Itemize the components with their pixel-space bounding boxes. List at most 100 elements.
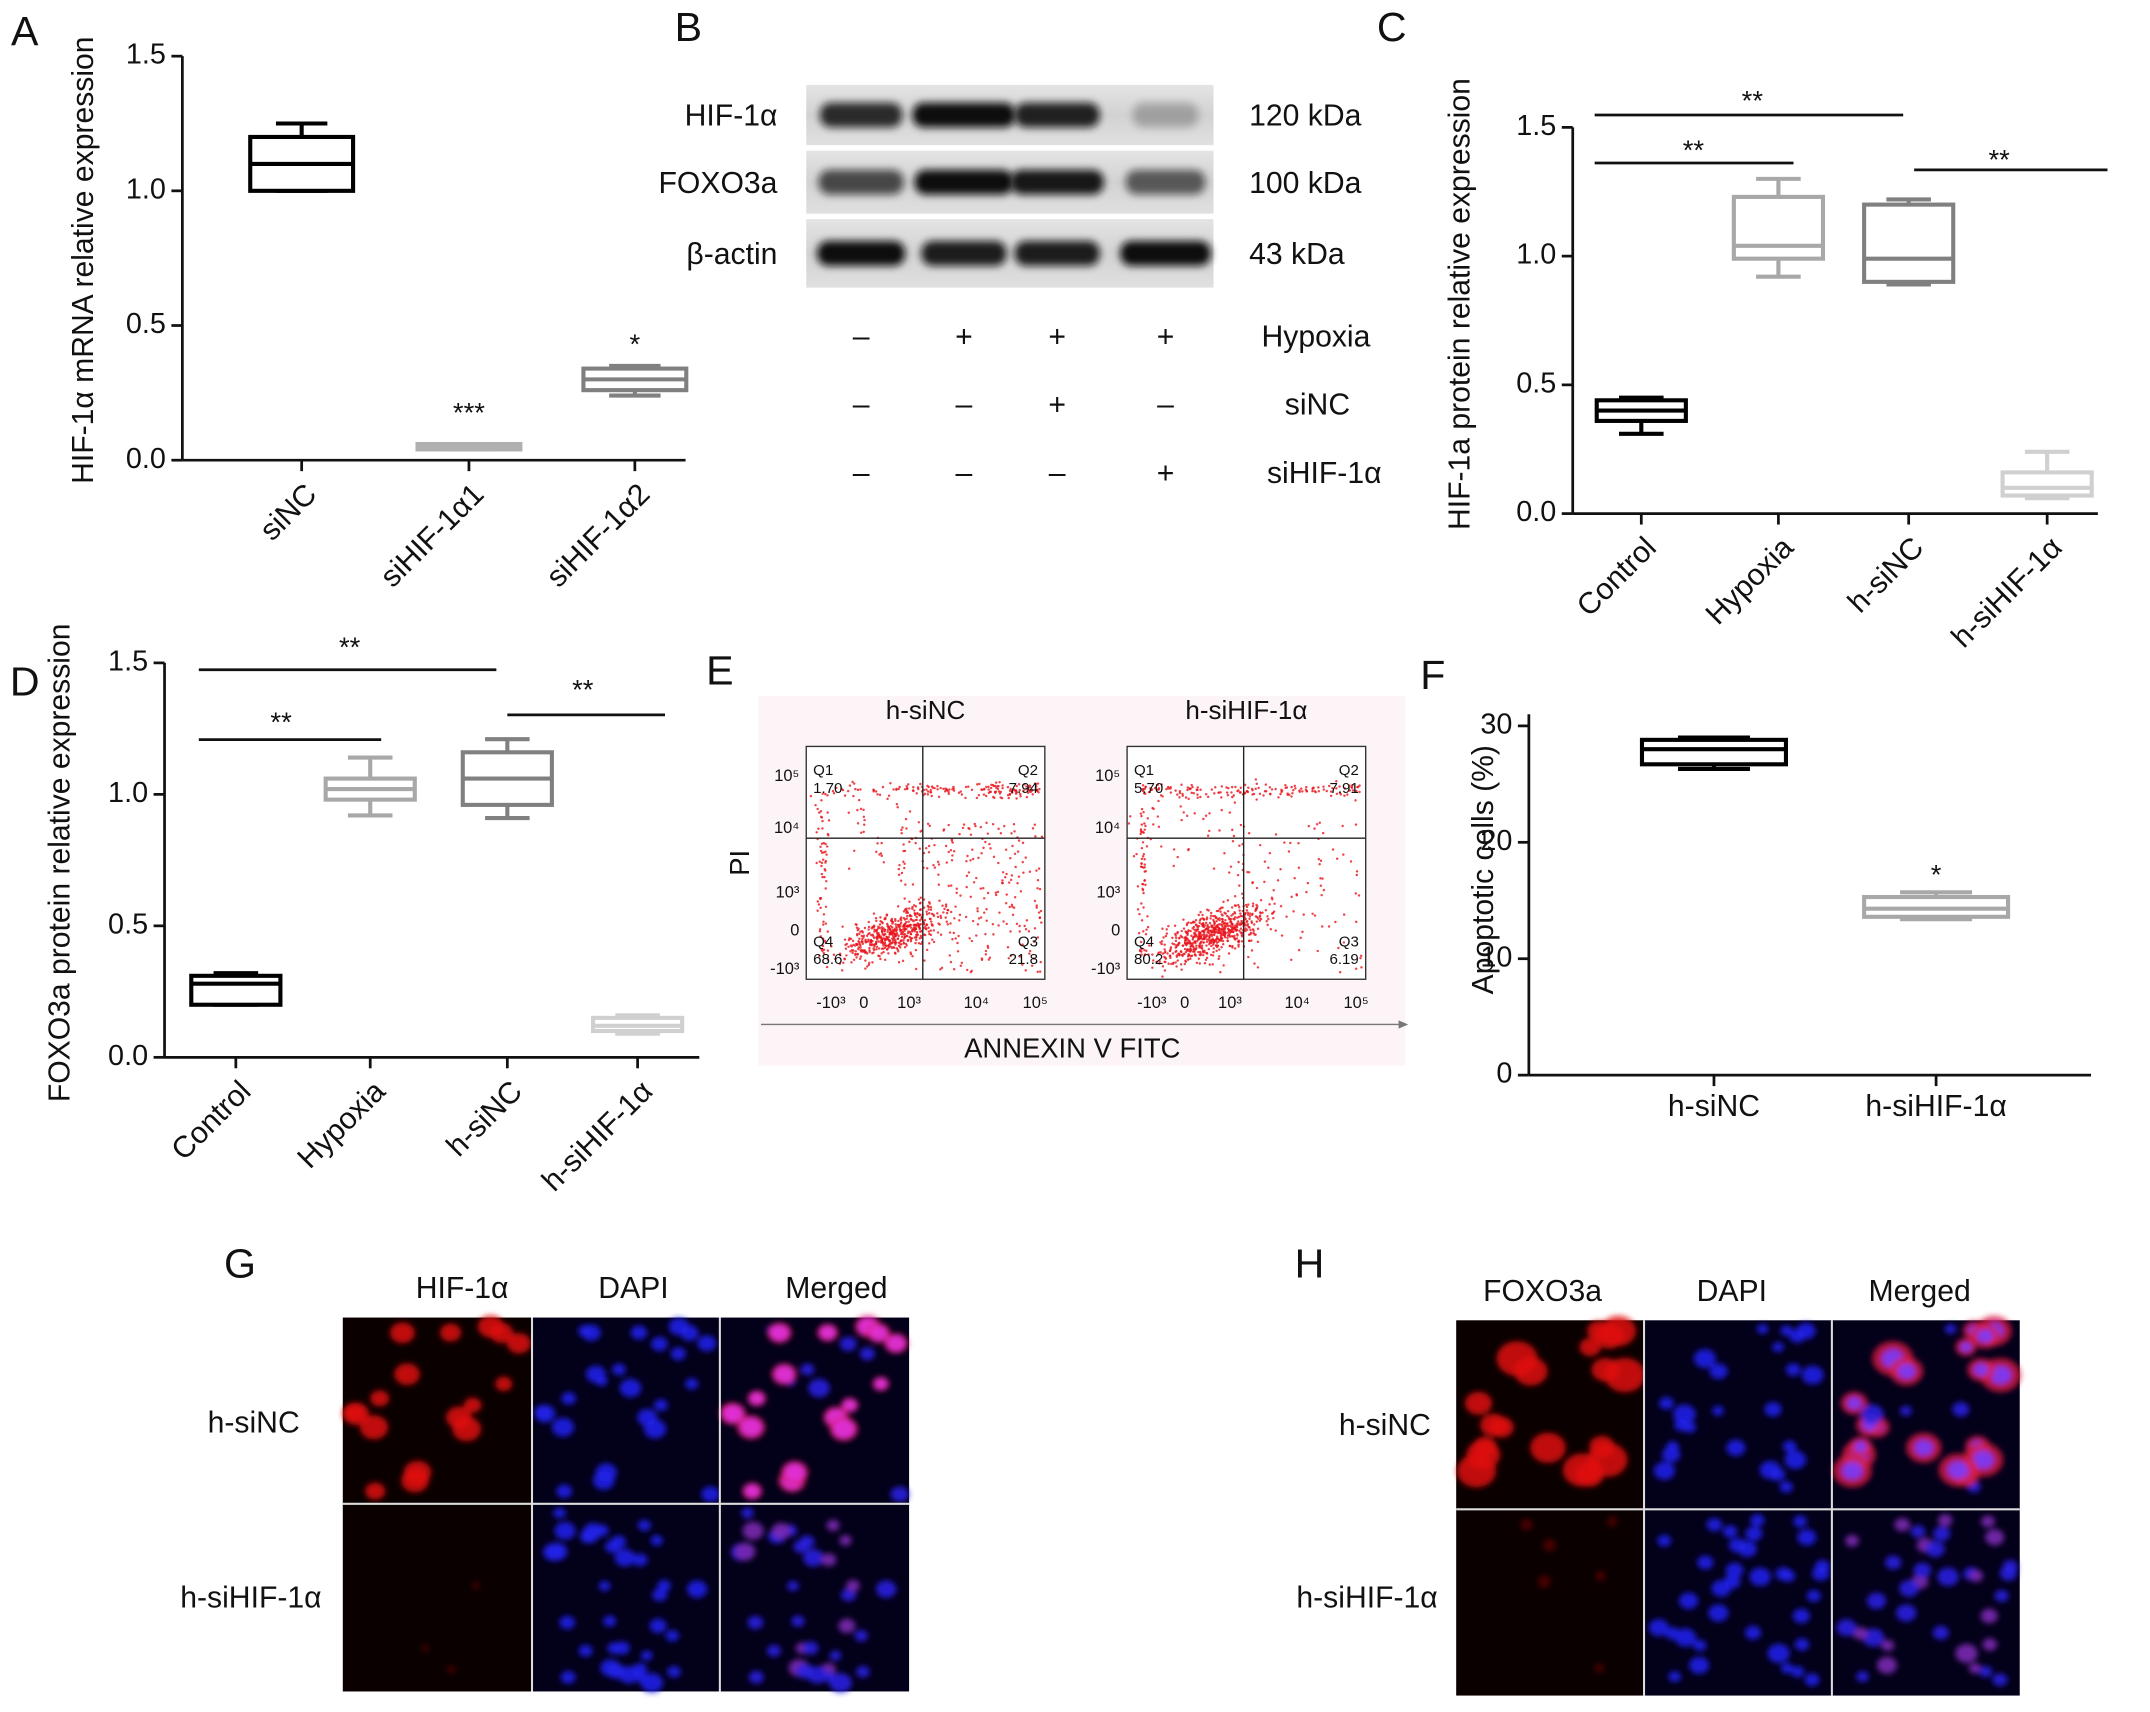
event-dot [1207, 925, 1211, 929]
event-dot [1023, 783, 1026, 786]
nucleus [1815, 1559, 1830, 1573]
event-dot [912, 919, 915, 923]
event-dot [1006, 945, 1010, 949]
event-dot [1158, 962, 1161, 965]
event-dot [897, 919, 900, 923]
event-dot [879, 957, 882, 961]
event-dot [1193, 950, 1196, 953]
event-dot [996, 787, 1000, 791]
nucleus [1806, 1589, 1821, 1602]
event-dot [1359, 956, 1362, 960]
event-dot [964, 796, 967, 800]
event-dot [859, 955, 863, 958]
event-dot [1231, 927, 1234, 930]
nucleus [1709, 1363, 1728, 1380]
event-dot [936, 912, 939, 915]
y-tick-label: 10⁵ [1095, 767, 1120, 785]
event-dot [1292, 910, 1295, 913]
event-dot [915, 915, 919, 919]
event-dot [1240, 940, 1244, 943]
event-dot [1237, 945, 1240, 948]
event-dot [1251, 902, 1255, 905]
nucleus [581, 1324, 601, 1342]
event-dot [824, 842, 827, 846]
event-dot [927, 930, 931, 933]
event-dot [826, 949, 830, 952]
condition-sign: – [853, 320, 870, 353]
event-dot [823, 875, 826, 879]
event-dot [1237, 915, 1241, 919]
event-dot [1211, 943, 1215, 946]
event-dot [1208, 937, 1211, 940]
event-dot [905, 907, 908, 910]
event-dot [824, 905, 828, 909]
event-dot [953, 917, 956, 920]
cell [463, 1397, 482, 1413]
event-dot [1214, 929, 1217, 932]
event-dot [857, 798, 861, 802]
event-dot [1229, 865, 1233, 868]
event-dot [997, 924, 1000, 927]
event-dot [1172, 864, 1175, 868]
event-dot [1170, 962, 1173, 966]
event-dot [984, 932, 987, 936]
x-tick-label: 0 [1180, 994, 1189, 1012]
event-dot [889, 782, 892, 785]
box [1639, 737, 1789, 767]
event-dot [915, 935, 918, 938]
event-dot [1019, 795, 1022, 798]
event-dot [902, 941, 906, 945]
event-dot [872, 912, 876, 915]
event-dot [1143, 828, 1147, 831]
event-dot [814, 803, 817, 807]
nucleus [846, 1579, 860, 1592]
y-tick-label: 10⁵ [774, 767, 799, 785]
event-dot [932, 863, 935, 867]
event-dot [947, 884, 950, 888]
event-dot [986, 944, 990, 948]
event-dot [876, 842, 879, 845]
event-dot [872, 789, 876, 792]
event-dot [856, 808, 859, 812]
event-dot [975, 796, 979, 800]
column-header: Merged [785, 1272, 887, 1305]
nucleus [649, 1618, 667, 1634]
event-dot [992, 933, 995, 936]
event-dot [1008, 789, 1012, 793]
event-dot [936, 860, 940, 864]
event-dot [1028, 870, 1032, 873]
event-dot [824, 859, 828, 863]
nucleus [1764, 1402, 1782, 1417]
event-dot [1305, 785, 1308, 789]
event-dot [874, 929, 878, 932]
event-dot [894, 918, 897, 921]
event-dot [819, 906, 822, 910]
micrograph [1644, 1509, 1832, 1696]
y-tick-label: 30 [1480, 708, 1512, 740]
protein-size: 43 kDa [1249, 238, 1345, 271]
event-dot [1220, 796, 1223, 799]
nucleus [701, 1486, 720, 1503]
event-dot [820, 842, 824, 846]
event-dot [914, 927, 918, 931]
event-dot [1220, 945, 1223, 949]
event-dot [1021, 841, 1025, 845]
event-dot [1212, 947, 1215, 950]
event-dot [1040, 835, 1044, 838]
event-dot [1161, 927, 1164, 930]
event-dot [1339, 793, 1343, 796]
x-tick-label: h-siHIF-1α [536, 1075, 659, 1198]
protein-name: β-actin [686, 238, 777, 271]
event-dot [997, 827, 1000, 831]
event-dot [942, 787, 945, 791]
cell [365, 1482, 386, 1500]
event-dot [1215, 909, 1219, 913]
event-dot [992, 795, 995, 799]
event-dot [954, 905, 957, 908]
quadrant-name: Q4 [813, 933, 833, 950]
box [1862, 202, 1956, 284]
event-dot [903, 862, 906, 866]
event-dot [1185, 931, 1188, 935]
event-dot [896, 923, 900, 927]
event-dot [1163, 943, 1166, 946]
